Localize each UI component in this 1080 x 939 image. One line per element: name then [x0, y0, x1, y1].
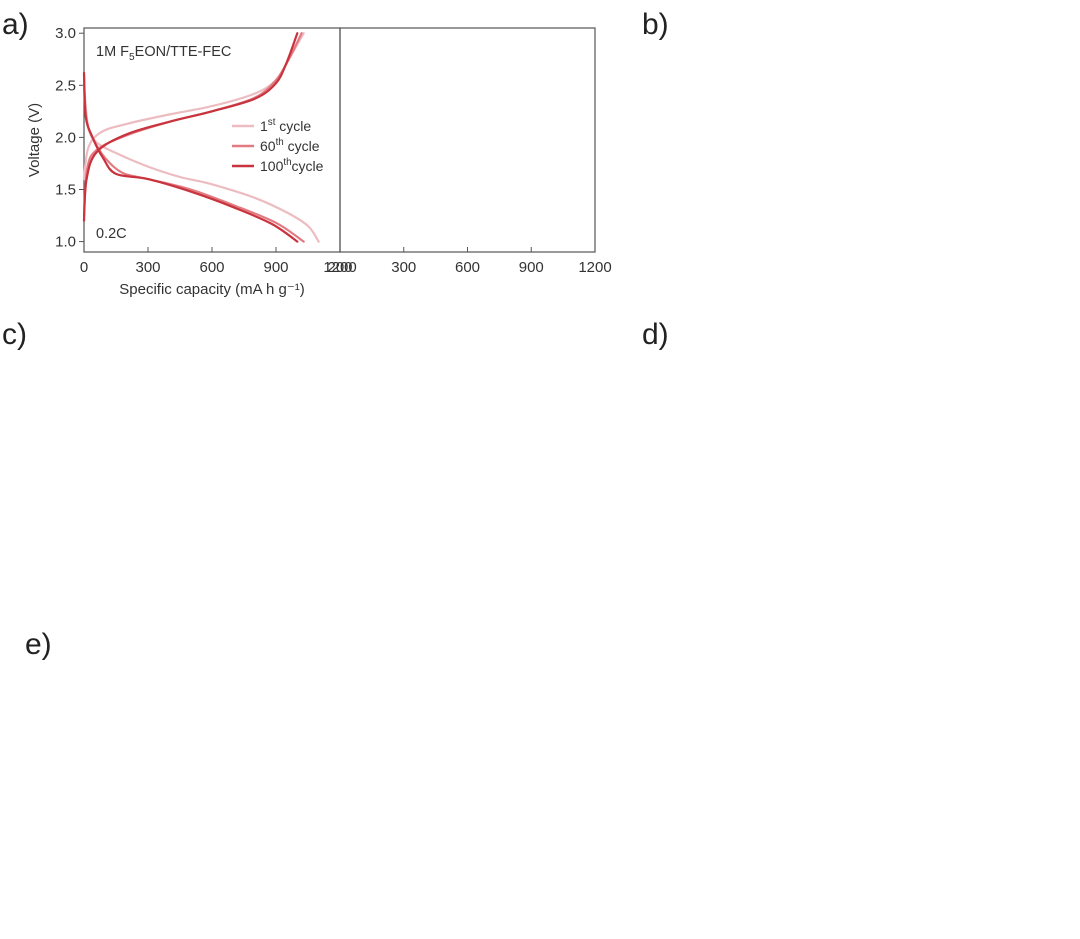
a-right-frame [339, 27, 596, 253]
a-right-x-tick-label: 300 [391, 259, 416, 276]
panel-label-c: c) [2, 318, 27, 351]
a-right-x-tick-label: 200 [327, 259, 352, 276]
a-left-x-tick-label: 900 [263, 259, 288, 276]
a-left-curve-2-charge [82, 32, 299, 222]
panel-a: 0 300 600 900 1200 1.0 1.5 2.0 2.5 3.0 Voltage (V)… [26, 25, 612, 298]
a-right-x-tick-label: 600 [455, 259, 480, 276]
y-tick-label: 3.0 [55, 25, 76, 42]
panel-label-b: b) [642, 8, 669, 41]
y-tick-label: 2.0 [55, 129, 76, 146]
panel-label-d: d) [642, 318, 669, 351]
a-left-x-tick-label: 600 [199, 259, 224, 276]
a-left-rate-annotation: 0.2C [96, 226, 127, 242]
a-left-curve-2-discharge [82, 71, 299, 243]
a-left-x-tick-label: 0 [80, 259, 88, 276]
a-right-x-tick-label: 1200 [578, 259, 611, 276]
a-left-title: 1M F5EON/TTE-FEC [96, 44, 231, 63]
a-right-x-tick-label: 900 [519, 259, 544, 276]
a-left-x-tick-label: 300 [135, 259, 160, 276]
a-left-y-axis-label: Voltage (V) [26, 103, 43, 177]
y-tick-label: 1.0 [55, 234, 76, 251]
a-left-x-tick-label: 1200 [323, 259, 356, 276]
panel-label-a: a) [2, 8, 29, 41]
a-left-legend-label: 60th cycle [260, 137, 320, 154]
a-left-x-axis-label: Specific capacity (mA h g⁻¹) [119, 281, 304, 298]
a-left-legend-label: 1st cycle [260, 117, 311, 134]
panel-label-e: e) [25, 628, 52, 661]
y-tick-label: 2.5 [55, 77, 76, 94]
y-tick-label: 1.5 [55, 181, 76, 198]
a-left-legend-label: 100thcycle [260, 157, 324, 174]
